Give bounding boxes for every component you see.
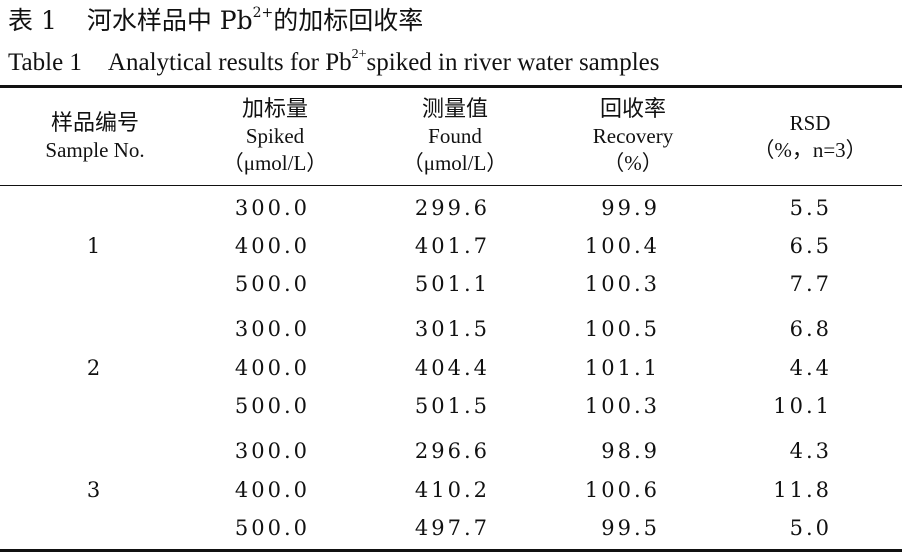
header-spiked-unit: （μmol/L） [222, 151, 328, 175]
cell-spiked: 300.0 [234, 196, 310, 220]
cell-rsd: 11.8 [773, 478, 832, 502]
header-spiked: 加标量 Spiked （μmol/L） [195, 96, 355, 177]
header-recovery-cn: 回收率 [599, 97, 666, 122]
cell-spiked: 500.0 [234, 272, 310, 296]
header-found: 测量值 Found （μmol/L） [375, 96, 535, 177]
sample-label-3: 3 [86, 478, 104, 502]
cell-spiked: 400.0 [234, 478, 310, 502]
cell-spiked: 300.0 [234, 439, 310, 463]
cell-spiked: 400.0 [234, 234, 310, 258]
cell-rsd: 10.1 [773, 394, 832, 418]
sample-label-1: 1 [86, 234, 104, 258]
table-caption-en: Table 1 Analytical results for Pb2+spiked… [8, 48, 660, 78]
header-spiked-en: Spiked [245, 124, 305, 148]
cell-spiked: 500.0 [234, 394, 310, 418]
header-sample-no: 样品编号 Sample No. [15, 110, 175, 164]
header-found-en: Found [428, 124, 482, 148]
caption-cn-suffix: 的加标回收率 [273, 6, 424, 35]
cell-found: 401.7 [414, 234, 490, 258]
caption-cn-text: 河水样品中 Pb [86, 6, 253, 35]
cell-found: 404.4 [414, 356, 490, 380]
cell-spiked: 500.0 [234, 516, 310, 540]
header-found-unit: （μmol/L） [402, 151, 508, 175]
cell-recovery: 100.4 [584, 234, 660, 258]
caption-en-label: Table 1 [8, 49, 82, 76]
table-header-rule [0, 185, 902, 186]
cell-spiked: 300.0 [234, 317, 310, 341]
cell-spiked: 400.0 [234, 356, 310, 380]
header-recovery-unit: （%） [603, 151, 663, 175]
cell-found: 501.5 [414, 394, 490, 418]
header-found-cn: 测量值 [421, 97, 488, 122]
header-rsd-unit: （%，n=3） [753, 138, 867, 162]
header-recovery-en: Recovery [592, 124, 674, 148]
cell-recovery: 100.6 [584, 478, 660, 502]
cell-rsd: 4.4 [789, 356, 832, 380]
cell-found: 497.7 [414, 516, 490, 540]
cell-found: 299.6 [414, 196, 490, 220]
cell-found: 301.5 [414, 317, 490, 341]
sample-label-2: 2 [86, 356, 104, 380]
cell-found: 501.1 [414, 272, 490, 296]
caption-cn-label: 表 1 [8, 6, 57, 35]
cell-recovery: 101.1 [584, 356, 660, 380]
table-caption-cn: 表 1 河水样品中 Pb2+的加标回收率 [8, 6, 423, 36]
cell-rsd: 5.0 [789, 516, 832, 540]
caption-cn-superscript: 2+ [252, 5, 274, 21]
cell-recovery: 99.5 [601, 516, 660, 540]
cell-recovery: 100.3 [584, 394, 660, 418]
header-spiked-cn: 加标量 [241, 97, 308, 122]
cell-rsd: 5.5 [789, 196, 832, 220]
table-top-rule [0, 85, 902, 88]
header-recovery: 回收率 Recovery （%） [553, 96, 713, 177]
caption-en-superscript: 2+ [351, 47, 367, 62]
cell-recovery: 100.5 [584, 317, 660, 341]
cell-rsd: 7.7 [789, 272, 832, 296]
header-rsd-label: RSD [789, 111, 831, 135]
header-sample-no-cn: 样品编号 [50, 111, 139, 136]
caption-en-text: Analytical results for Pb [107, 49, 352, 76]
header-rsd: RSD （%，n=3） [730, 110, 890, 164]
caption-en-suffix: spiked in river water samples [366, 49, 660, 76]
cell-found: 296.6 [414, 439, 490, 463]
header-sample-no-en: Sample No. [45, 138, 145, 162]
cell-found: 410.2 [414, 478, 490, 502]
cell-recovery: 100.3 [584, 272, 660, 296]
cell-rsd: 6.8 [789, 317, 832, 341]
cell-recovery: 98.9 [601, 439, 660, 463]
table-bottom-rule [0, 549, 902, 552]
cell-recovery: 99.9 [601, 196, 660, 220]
cell-rsd: 6.5 [789, 234, 832, 258]
cell-rsd: 4.3 [789, 439, 832, 463]
